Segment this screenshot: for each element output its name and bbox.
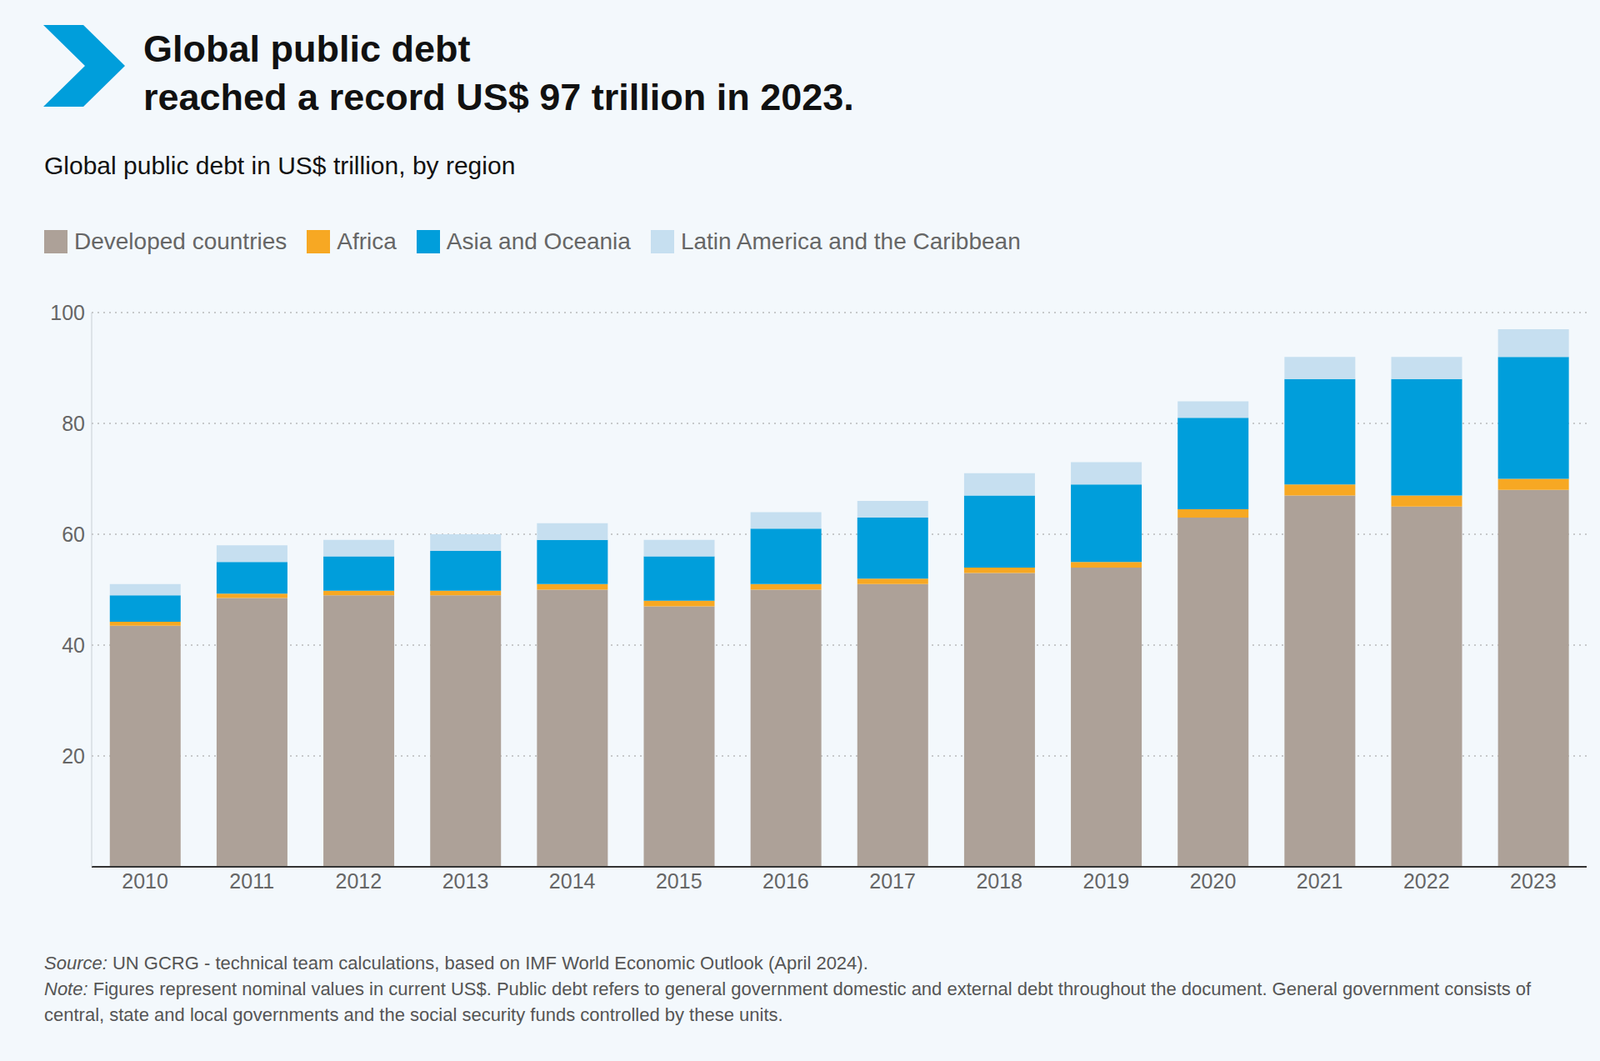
html-text:Global public debt in US$ tril: Global public debt in US$ trillion, by r… [44, 151, 516, 180]
html-text:Note: Figures represent nomina: Note: Figures represent nominal values i… [44, 978, 1531, 1025]
svg-text:2020: 2020 [1190, 869, 1237, 893]
svg-text:2012: 2012 [335, 869, 383, 893]
svg-text:40: 40 [61, 633, 85, 657]
svg-text:2018: 2018 [975, 869, 1023, 893]
svg-text:2019: 2019 [1083, 869, 1130, 893]
html-text:Global public debt reached a r: Global public debt reached a record US$ … [143, 27, 855, 119]
svg-text:100: 100 [50, 300, 85, 325]
html-text:Africa: Africa [336, 228, 397, 255]
html-text:Asia and Oceania: Asia and Oceania [446, 228, 631, 255]
svg-text:2011: 2011 [229, 869, 275, 893]
html-text:Developed countries: Developed countries [74, 228, 287, 255]
svg-text:2022: 2022 [1403, 869, 1450, 893]
html-text:Latin America and the Caribbea: Latin America and the Caribbean [680, 228, 1021, 255]
svg-text:80: 80 [61, 411, 85, 435]
svg-text:2021: 2021 [1296, 869, 1344, 893]
svg-text:2023: 2023 [1510, 869, 1557, 893]
svg-text:2010: 2010 [121, 869, 169, 893]
svg-text:2016: 2016 [762, 869, 810, 893]
svg-text:20: 20 [61, 744, 85, 768]
svg-text:2017: 2017 [869, 869, 916, 893]
svg-text:60: 60 [61, 522, 85, 546]
svg-text:2015: 2015 [655, 869, 703, 893]
html-text:Source: UN GCRG - technical te: Source: UN GCRG - technical team calcula… [44, 952, 869, 974]
svg-text:2014: 2014 [549, 869, 596, 893]
svg-text:2013: 2013 [442, 869, 490, 893]
